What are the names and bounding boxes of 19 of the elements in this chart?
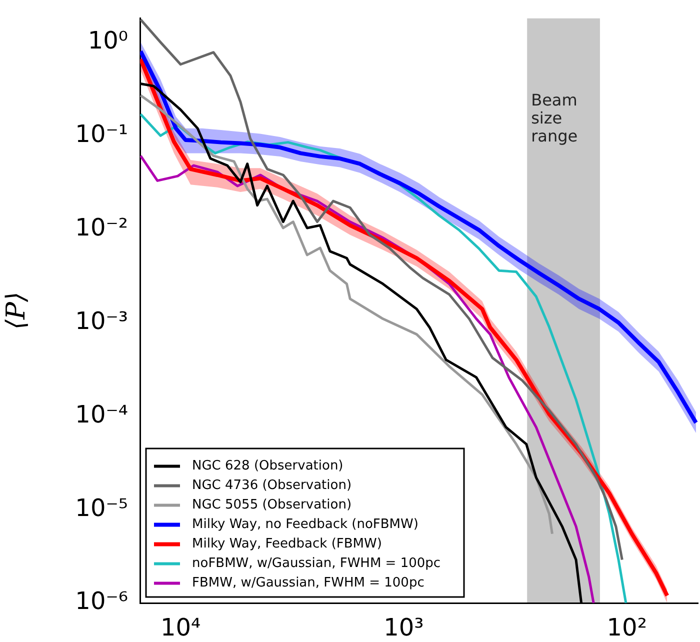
- y-tick-label: 10⁻⁴: [75, 400, 128, 428]
- y-tick-label: 10⁻²: [75, 213, 128, 242]
- x-tick-label: 10³: [384, 614, 424, 642]
- y-tick-label: 10⁻³: [75, 306, 128, 335]
- legend-label: Milky Way, no Feedback (noFBMW): [192, 517, 418, 532]
- y-tick-label: 10⁻⁵: [75, 494, 128, 522]
- legend-label: Milky Way, Feedback (FBMW): [192, 536, 382, 552]
- legend-label: NGC 5055 (Observation): [192, 498, 352, 513]
- legend-label: NGC 4736 (Observation): [192, 478, 352, 494]
- y-tick-label: 10⁻⁶: [75, 587, 128, 616]
- legend-label: FBMW, w/Gaussian, FWHM = 100pc: [192, 576, 424, 591]
- legend-label: NGC 628 (Observation): [192, 458, 344, 474]
- x-tick-label: 10²: [606, 614, 647, 642]
- y-tick-label: 10⁻¹: [75, 120, 128, 148]
- x-tick-label: 10⁴: [160, 614, 201, 642]
- legend-label: noFBMW, w/Gaussian, FWHM = 100pc: [192, 556, 441, 572]
- band-label: Beam size range: [531, 90, 578, 146]
- y-axis-title: ⟨P⟩: [1, 292, 32, 330]
- y-tick-label: 10⁰: [88, 26, 128, 54]
